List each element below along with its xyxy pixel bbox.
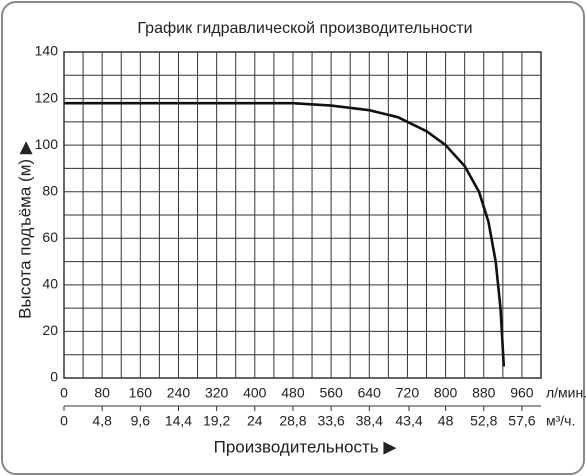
x-tick-label: 0 [60,385,68,401]
x-tick-label: 480 [281,385,305,401]
x-tick-label: 960 [510,385,534,401]
x-tick-label: 320 [205,385,229,401]
x-tick-label: 560 [319,385,343,401]
x-tick-label: 800 [434,385,458,401]
x2-tick-label: 52,8 [470,413,497,429]
x2-tick-label: 9,6 [131,413,151,429]
x2-tick-label: 33,6 [317,413,344,429]
x-axis-title: Производительность ▶ [214,437,398,456]
x-tick-label: 160 [129,385,153,401]
x-tick-label: 400 [243,385,267,401]
y-tick-label: 0 [50,369,58,385]
chart-title: График гидравлической производительности [137,20,472,37]
x-tick-label: 640 [358,385,382,401]
y-axis-title: Высота подъёма (м) ▶ [15,140,34,319]
x2-unit: м³/ч. [546,413,575,429]
y-tick-label: 20 [42,322,58,338]
x2-tick-label: 43,4 [395,413,422,429]
x-tick-label: 80 [94,385,110,401]
y-tick-label: 140 [35,43,59,59]
x2-tick-label: 0 [60,413,68,429]
x2-tick-label: 19,2 [203,413,230,429]
x2-tick-label: 24 [247,413,263,429]
x2-tick-label: 4,8 [92,413,112,429]
curve [64,101,506,367]
x2-tick-label: 38,4 [356,413,383,429]
x2-tick-label: 48 [438,413,454,429]
plot-frame [63,51,542,379]
x2-tick-label: 28,8 [279,413,306,429]
x-tick-label: 720 [396,385,420,401]
y-tick-label: 120 [35,89,59,105]
x-tick-label: 240 [167,385,191,401]
y-tick-label: 60 [42,229,58,245]
y-tick-label: 100 [35,136,59,152]
x2-tick-label: 57,6 [508,413,535,429]
x2-tick-label: 14,4 [165,413,192,429]
y-tick-label: 40 [42,276,58,292]
x-tick-label: 880 [472,385,496,401]
x-unit: л/мин. [546,385,586,401]
y-tick-label: 80 [42,182,58,198]
